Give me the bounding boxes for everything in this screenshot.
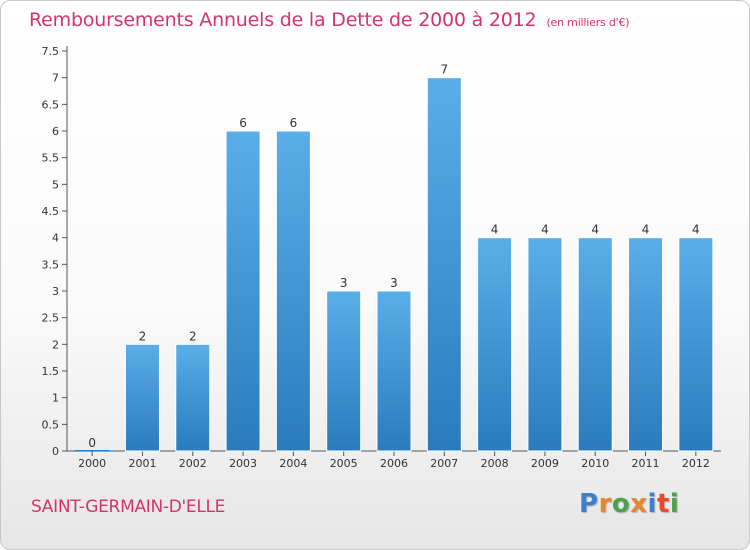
bars: [75, 77, 714, 452]
data-label-2012: 4: [692, 223, 700, 237]
data-label-2010: 4: [591, 223, 599, 237]
data-label-2000: 0: [88, 436, 96, 450]
logo-letter: o: [611, 489, 631, 519]
x-tick-label: 2011: [632, 457, 660, 470]
bar-2010: [577, 237, 613, 452]
y-tick-label: 0: [52, 445, 59, 458]
y-tick-label: 4: [52, 232, 59, 245]
chart-title-text: Remboursements Annuels de la Dette de 20…: [29, 9, 537, 31]
bar-2006: [376, 290, 412, 452]
y-tick-label: 4.5: [42, 205, 60, 218]
bar-2005: [326, 290, 362, 452]
logo-letter: P: [579, 489, 599, 519]
y-tick-label: 5: [52, 178, 59, 191]
x-tick-label: 2006: [380, 457, 408, 470]
x-tick-label: 2009: [531, 457, 559, 470]
data-label-2002: 2: [189, 329, 197, 343]
logo-letter: x: [630, 489, 648, 519]
bar-2003: [225, 130, 261, 452]
data-label-2004: 6: [290, 116, 298, 130]
value-labels: 0 2 2 6 6 3 3 7 4 4 4 4 4: [88, 63, 699, 450]
commune-name: SAINT-GERMAIN-D'ELLE: [31, 497, 226, 517]
bar-2008: [477, 237, 513, 452]
x-tick-label: 2008: [481, 457, 509, 470]
y-tick-label: 7: [52, 72, 59, 85]
y-tick-label: 2: [52, 338, 59, 351]
y-tick-label: 1.5: [42, 365, 60, 378]
y-tick-label: 2.5: [42, 312, 60, 325]
bar-2011: [628, 237, 664, 452]
x-tick-label: 2010: [581, 457, 609, 470]
bar-2007: [426, 77, 462, 452]
x-tick-label: 2007: [430, 457, 458, 470]
x-tick-label: 2012: [682, 457, 710, 470]
logo-letter: t: [656, 489, 670, 519]
x-tick-label: 2003: [229, 457, 257, 470]
y-tick-label: 1: [52, 392, 59, 405]
x-tick-label: 2000: [78, 457, 106, 470]
chart-title: Remboursements Annuels de la Dette de 20…: [29, 9, 630, 31]
x-tick-label: 2002: [179, 457, 207, 470]
logo-letter: i: [647, 489, 657, 519]
data-label-2005: 3: [340, 276, 348, 290]
y-tick-label: 6.5: [42, 98, 60, 111]
logo-letter: i: [669, 489, 680, 519]
data-label-2006: 3: [390, 276, 398, 290]
data-label-2003: 6: [239, 116, 247, 130]
data-label-2011: 4: [642, 223, 650, 237]
y-tick-label: 3.5: [42, 258, 60, 271]
x-tick-label: 2005: [330, 457, 358, 470]
y-tick-label: 0.5: [42, 418, 60, 431]
bar-2012: [678, 237, 714, 452]
data-label-2001: 2: [139, 329, 147, 343]
data-label-2007: 7: [440, 63, 448, 77]
bar-2001: [124, 343, 160, 452]
y-tick-label: 5.5: [42, 152, 60, 165]
bar-2004: [275, 130, 311, 452]
data-label-2008: 4: [491, 223, 499, 237]
y-tick-label: 6: [52, 125, 59, 138]
x-tick-label: 2001: [128, 457, 156, 470]
data-label-2009: 4: [541, 223, 549, 237]
y-tick-label: 7.5: [42, 45, 60, 58]
logo-letter: r: [598, 489, 612, 519]
chart-subtitle: (en milliers d'€): [546, 16, 630, 29]
bar-2002: [175, 343, 211, 452]
bar-2009: [527, 237, 563, 452]
x-tick-label: 2004: [279, 457, 307, 470]
proxiti-logo: Proxiti: [579, 489, 679, 519]
y-tick-label: 3: [52, 285, 59, 298]
